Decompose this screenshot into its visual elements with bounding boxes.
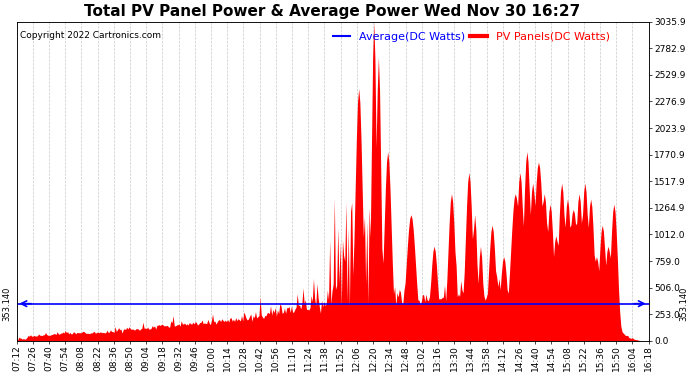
Legend: Average(DC Watts), PV Panels(DC Watts): Average(DC Watts), PV Panels(DC Watts) [329, 27, 615, 46]
Text: 353.140: 353.140 [3, 286, 12, 321]
Text: 353.140: 353.140 [679, 286, 688, 321]
Text: Copyright 2022 Cartronics.com: Copyright 2022 Cartronics.com [20, 31, 161, 40]
Title: Total PV Panel Power & Average Power Wed Nov 30 16:27: Total PV Panel Power & Average Power Wed… [84, 4, 581, 19]
